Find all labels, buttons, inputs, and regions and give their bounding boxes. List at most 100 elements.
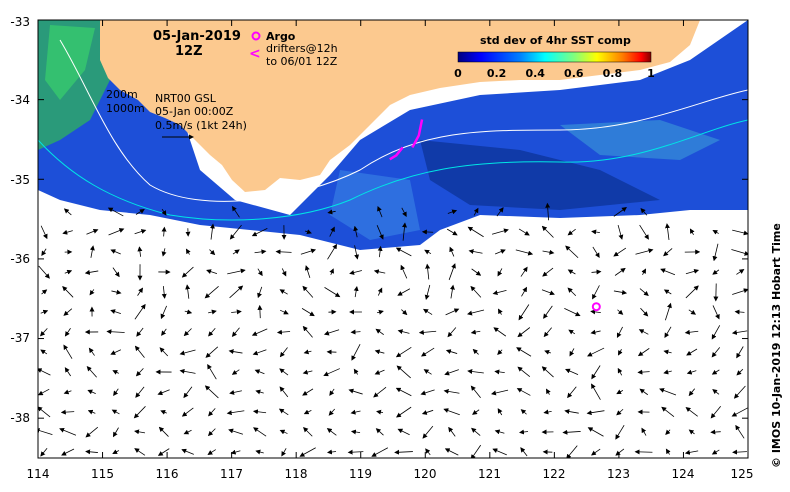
current-arrow bbox=[732, 288, 748, 295]
current-arrow bbox=[329, 268, 334, 276]
current-arrow bbox=[161, 226, 167, 237]
current-arrow bbox=[490, 389, 509, 396]
current-arrow bbox=[347, 449, 364, 455]
current-arrow bbox=[111, 409, 120, 415]
current-arrow bbox=[518, 304, 530, 321]
current-arrow bbox=[736, 368, 744, 376]
current-arrow bbox=[664, 326, 672, 339]
x-tick-label: 117 bbox=[220, 467, 243, 481]
x-tick-label: 122 bbox=[543, 467, 566, 481]
x-tick-label: 120 bbox=[414, 467, 437, 481]
x-tick-label: 121 bbox=[478, 467, 501, 481]
current-arrow bbox=[685, 285, 699, 299]
current-arrow bbox=[688, 388, 696, 397]
current-arrow bbox=[231, 309, 242, 315]
current-arrow bbox=[112, 267, 120, 278]
current-arrow bbox=[396, 406, 412, 418]
current-arrow bbox=[158, 426, 169, 437]
current-arrow bbox=[62, 285, 74, 298]
current-arrow bbox=[106, 329, 125, 335]
current-arrow bbox=[710, 406, 721, 419]
current-arrow bbox=[323, 329, 340, 336]
current-arrow bbox=[446, 228, 458, 236]
current-arrow bbox=[208, 309, 217, 315]
current-arrow bbox=[591, 269, 602, 275]
current-arrow bbox=[38, 368, 51, 376]
y-tick-label: -35 bbox=[10, 173, 30, 187]
current-arrow bbox=[323, 368, 340, 377]
current-arrow bbox=[472, 409, 480, 415]
current-arrow bbox=[110, 309, 121, 315]
legend-tick: 0 bbox=[454, 67, 462, 80]
current-arrow bbox=[516, 388, 531, 396]
current-arrow bbox=[354, 245, 360, 260]
current-arrow bbox=[520, 266, 528, 277]
argo-legend: Argo < drifters@12h to 06/01 12Z bbox=[249, 30, 338, 68]
y-tick-label: -37 bbox=[10, 331, 30, 345]
current-arrow bbox=[135, 208, 145, 215]
current-arrow bbox=[62, 229, 73, 235]
current-arrow bbox=[161, 208, 167, 216]
current-arrow bbox=[494, 369, 505, 375]
current-arrow bbox=[375, 328, 384, 335]
x-tick-label: 119 bbox=[349, 467, 372, 481]
current-arrow bbox=[63, 344, 73, 359]
current-arrow bbox=[209, 223, 215, 240]
current-arrow bbox=[251, 328, 268, 336]
current-arrow bbox=[353, 225, 359, 238]
current-arrow bbox=[447, 209, 458, 215]
current-arrow bbox=[519, 429, 529, 435]
current-arrow bbox=[663, 349, 672, 355]
current-arrow bbox=[229, 389, 242, 395]
current-arrow bbox=[85, 449, 98, 455]
current-arrow bbox=[328, 408, 336, 416]
current-arrow bbox=[377, 205, 383, 218]
current-arrow bbox=[546, 388, 551, 395]
current-time-label: 05-Jan 00:00Z bbox=[155, 105, 234, 118]
current-arrow bbox=[40, 309, 49, 315]
current-arrow bbox=[374, 369, 385, 375]
current-arrow bbox=[185, 284, 191, 299]
current-arrow bbox=[542, 267, 554, 277]
current-arrow bbox=[161, 248, 167, 257]
current-arrow bbox=[350, 409, 361, 415]
current-arrow bbox=[421, 409, 434, 415]
current-arrow bbox=[396, 365, 411, 379]
current-arrow bbox=[663, 289, 672, 295]
current-arrow bbox=[712, 305, 720, 320]
current-arrow bbox=[61, 448, 75, 456]
current-arrow bbox=[425, 263, 431, 280]
current-arrow bbox=[567, 386, 577, 399]
current-arrow bbox=[257, 286, 263, 299]
current-arrow bbox=[711, 347, 721, 358]
current-arrow bbox=[640, 207, 648, 216]
current-arrow bbox=[712, 389, 720, 395]
current-arrow bbox=[302, 369, 313, 375]
current-arrow bbox=[517, 366, 531, 378]
current-arrow bbox=[63, 389, 72, 395]
current-arrow bbox=[568, 329, 576, 335]
argo-label: Argo bbox=[266, 30, 296, 43]
legend-tick: 0.8 bbox=[603, 67, 623, 80]
current-arrow bbox=[107, 207, 124, 217]
current-arrow bbox=[161, 328, 167, 336]
current-arrow bbox=[497, 268, 503, 277]
sst-field bbox=[38, 20, 748, 250]
drifter-label-line2: to 06/01 12Z bbox=[266, 55, 338, 68]
current-arrow bbox=[255, 449, 264, 455]
current-arrow bbox=[205, 346, 219, 358]
current-arrow bbox=[587, 427, 604, 437]
current-arrow bbox=[231, 369, 240, 375]
map-time-title: 12Z bbox=[175, 44, 203, 59]
current-arrow bbox=[208, 408, 216, 417]
current-arrow bbox=[420, 347, 435, 357]
current-arrow bbox=[734, 309, 745, 315]
argo-icon bbox=[251, 31, 261, 41]
current-arrow bbox=[498, 308, 503, 315]
argo-float-marker bbox=[490, 457, 496, 458]
current-arrow bbox=[686, 348, 698, 356]
current-arrow bbox=[423, 308, 433, 315]
current-arrow bbox=[302, 325, 313, 338]
current-arrow bbox=[565, 245, 579, 259]
current-arrow bbox=[711, 369, 720, 375]
